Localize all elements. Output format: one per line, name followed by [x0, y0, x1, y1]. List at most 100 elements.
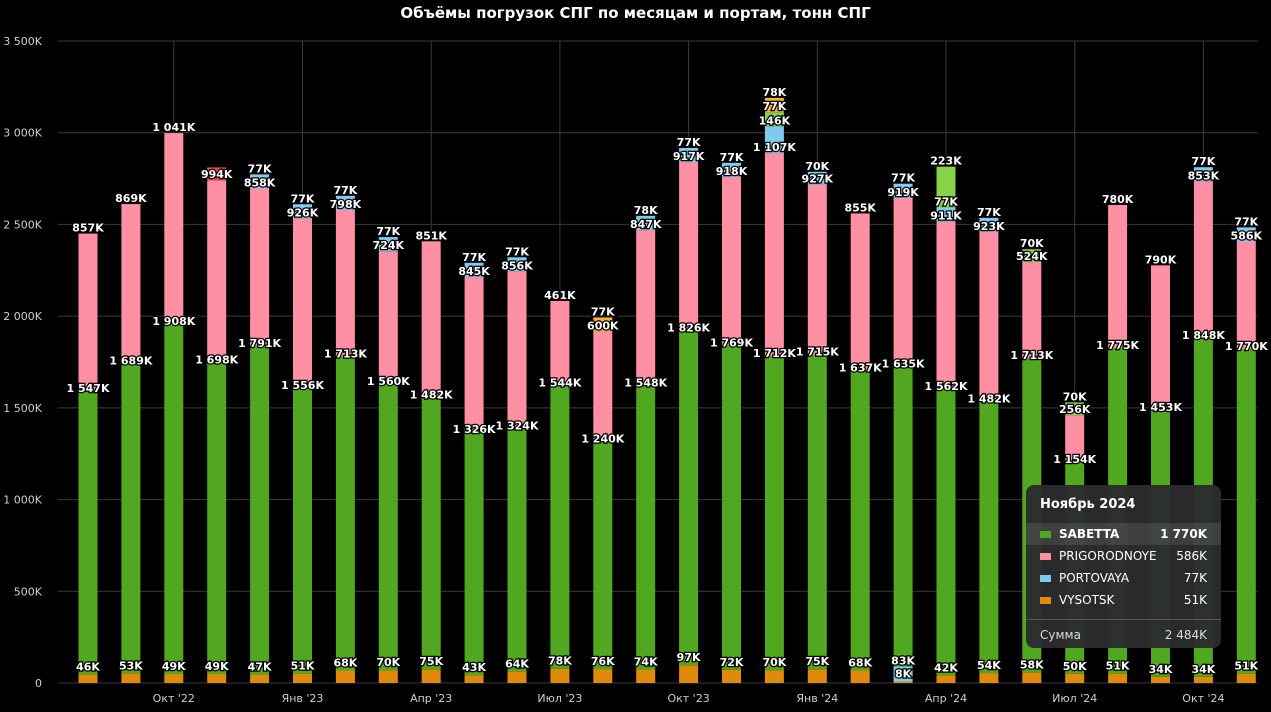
tooltip-row-name: PORTOVAYA	[1059, 571, 1130, 585]
bar-segment	[1065, 402, 1085, 416]
bar-segment	[807, 184, 827, 355]
bar-segment	[507, 271, 527, 429]
bar-segment	[893, 666, 913, 682]
data-label: 1 770K	[1225, 340, 1268, 353]
data-label: 1 482K	[410, 388, 453, 401]
bar-segment	[250, 188, 270, 346]
bar-segment	[550, 300, 570, 386]
bar-segment	[679, 665, 699, 683]
bar-segment	[1065, 673, 1085, 683]
bar-segment	[250, 674, 270, 683]
data-label: 1 562K	[925, 380, 968, 393]
data-label: 857K	[72, 222, 104, 235]
bar-segment	[1236, 673, 1256, 683]
data-label: 51K	[291, 660, 315, 673]
bar-segment	[850, 370, 870, 671]
bar-segment	[464, 431, 484, 676]
data-label: 77K	[505, 245, 529, 258]
x-tick-label: Июл '23	[537, 692, 582, 705]
data-label: 994K	[201, 168, 233, 181]
bar-segment	[1022, 672, 1042, 683]
data-label: 798K	[330, 198, 362, 211]
x-tick-label: Апр '24	[925, 692, 967, 705]
data-label: 34K	[1191, 663, 1215, 676]
bar-segment	[764, 126, 784, 154]
axes: 0 500K 1 000K 1 500K 2 000K 2 500K 3 000K 3 500…	[3, 35, 1224, 705]
data-label: 1 848K	[1182, 329, 1225, 342]
y-tick-label: 500K	[14, 585, 43, 598]
tooltip-sum-label: Сумма	[1040, 628, 1081, 642]
bar-segment	[593, 331, 613, 442]
x-tick-label: Янв '24	[796, 692, 838, 705]
bar-segment	[679, 330, 699, 666]
tooltip-row-name: SABETTA	[1059, 527, 1120, 541]
data-label: 586K	[1231, 229, 1263, 242]
data-label: 1 698K	[195, 354, 238, 367]
bar-segment	[464, 276, 484, 432]
bar-segment	[335, 356, 355, 671]
bar-segment	[1108, 204, 1128, 349]
x-tick-label: Окт '22	[153, 692, 195, 705]
data-label: 911K	[930, 210, 962, 223]
bar-segment	[722, 345, 741, 670]
bar-segment	[378, 251, 398, 385]
bar-segment	[507, 671, 527, 683]
data-label: 64K	[505, 657, 529, 670]
bar-segment	[464, 675, 484, 683]
x-tick-label: Июл '24	[1052, 692, 1097, 705]
bar-segment	[335, 670, 355, 683]
bar-segment	[850, 213, 870, 371]
data-label: 42K	[934, 661, 958, 674]
data-label: 1 713K	[324, 347, 367, 360]
data-label: 76K	[591, 655, 615, 668]
bar-segment	[1022, 262, 1042, 359]
bar-segment	[550, 385, 570, 669]
tooltip: Ноябрь 2024 SABETTA 1 770K PRIGORODNOYE 586…	[1026, 485, 1221, 648]
data-label: 34K	[1149, 663, 1173, 676]
data-label: 461K	[544, 289, 576, 302]
tooltip-row-value: 51K	[1183, 593, 1207, 607]
bar-segment	[1193, 167, 1213, 182]
data-label: 49K	[205, 660, 229, 673]
data-label: 47K	[248, 660, 272, 673]
legend-swatch	[1040, 596, 1051, 604]
bar-segment	[979, 231, 999, 402]
bar-segment	[979, 673, 999, 683]
data-label: 851K	[415, 229, 447, 242]
data-label: 77K	[934, 196, 958, 209]
data-label: 1 482K	[967, 392, 1010, 405]
bar-segment	[78, 233, 98, 391]
bar-segment	[1108, 673, 1128, 683]
bar-segment	[764, 97, 784, 113]
data-label: 8K	[895, 668, 912, 681]
bar-segment	[936, 207, 956, 222]
data-label: 72K	[720, 656, 744, 669]
bar-segment	[722, 669, 741, 683]
data-label: 77K	[762, 100, 786, 113]
bar-segment	[1236, 348, 1256, 674]
data-label: 77K	[977, 206, 1001, 219]
bar-segment	[207, 180, 227, 363]
data-label: 1 547K	[67, 382, 110, 395]
tooltip-row: PRIGORODNOYE 586K	[1026, 545, 1221, 567]
y-tick-label: 1 500K	[3, 402, 42, 415]
data-label: 77K	[591, 305, 615, 318]
data-label: 1 544K	[538, 376, 581, 389]
bar-segment	[293, 204, 312, 219]
bar-segment	[121, 363, 141, 674]
data-label: 70K	[1020, 237, 1044, 250]
data-label: 856K	[501, 259, 533, 272]
bar-segment	[1236, 227, 1256, 242]
data-label: 75K	[419, 655, 443, 668]
bar-segment	[378, 670, 398, 683]
bar-segment	[78, 390, 98, 675]
bar-segment	[893, 366, 913, 667]
data-label: 51K	[1234, 660, 1258, 673]
data-label: 75K	[805, 655, 829, 668]
data-label: 524K	[1016, 250, 1048, 263]
bar-segment	[378, 384, 398, 671]
bar-segment	[1193, 676, 1213, 683]
bar-segment	[421, 241, 441, 398]
data-label: 923K	[973, 220, 1005, 233]
